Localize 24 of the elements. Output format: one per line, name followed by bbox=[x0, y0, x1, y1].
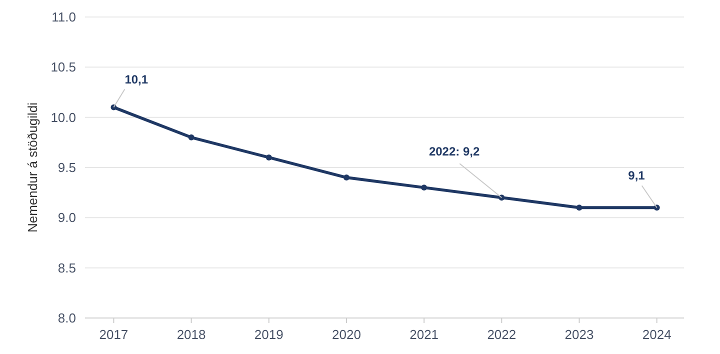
x-tick-label: 2024 bbox=[642, 327, 672, 342]
y-tick-label: 9.5 bbox=[58, 160, 76, 176]
x-tick-label: 2021 bbox=[410, 327, 439, 342]
y-tick-label: 11.0 bbox=[52, 10, 76, 25]
y-tick-label: 10.0 bbox=[50, 110, 76, 125]
point bbox=[576, 204, 582, 211]
x-tick-label: 2020 bbox=[332, 327, 361, 342]
point bbox=[343, 174, 350, 181]
y-tick-label: 8.5 bbox=[58, 260, 76, 276]
point bbox=[188, 134, 194, 140]
x-tick-label: 2017 bbox=[99, 327, 128, 342]
annotation: 10,1 bbox=[124, 72, 148, 86]
y-tick-label: 10.5 bbox=[50, 60, 76, 75]
x-tick-label: 2022 bbox=[487, 327, 516, 342]
x-tick-label: 2019 bbox=[254, 327, 284, 342]
y-tick-label: 9.0 bbox=[58, 210, 76, 226]
y-tick-label: 8.0 bbox=[58, 310, 76, 326]
point bbox=[266, 154, 272, 160]
point bbox=[421, 184, 428, 191]
x-tick-label: 2023 bbox=[564, 327, 594, 342]
annotation: 9,1 bbox=[628, 168, 646, 183]
annotation: 2022: 9,2 bbox=[428, 144, 480, 159]
y-axis-title: Nemendur á stöðugildi bbox=[25, 102, 40, 233]
x-tick-label: 2018 bbox=[176, 327, 206, 342]
